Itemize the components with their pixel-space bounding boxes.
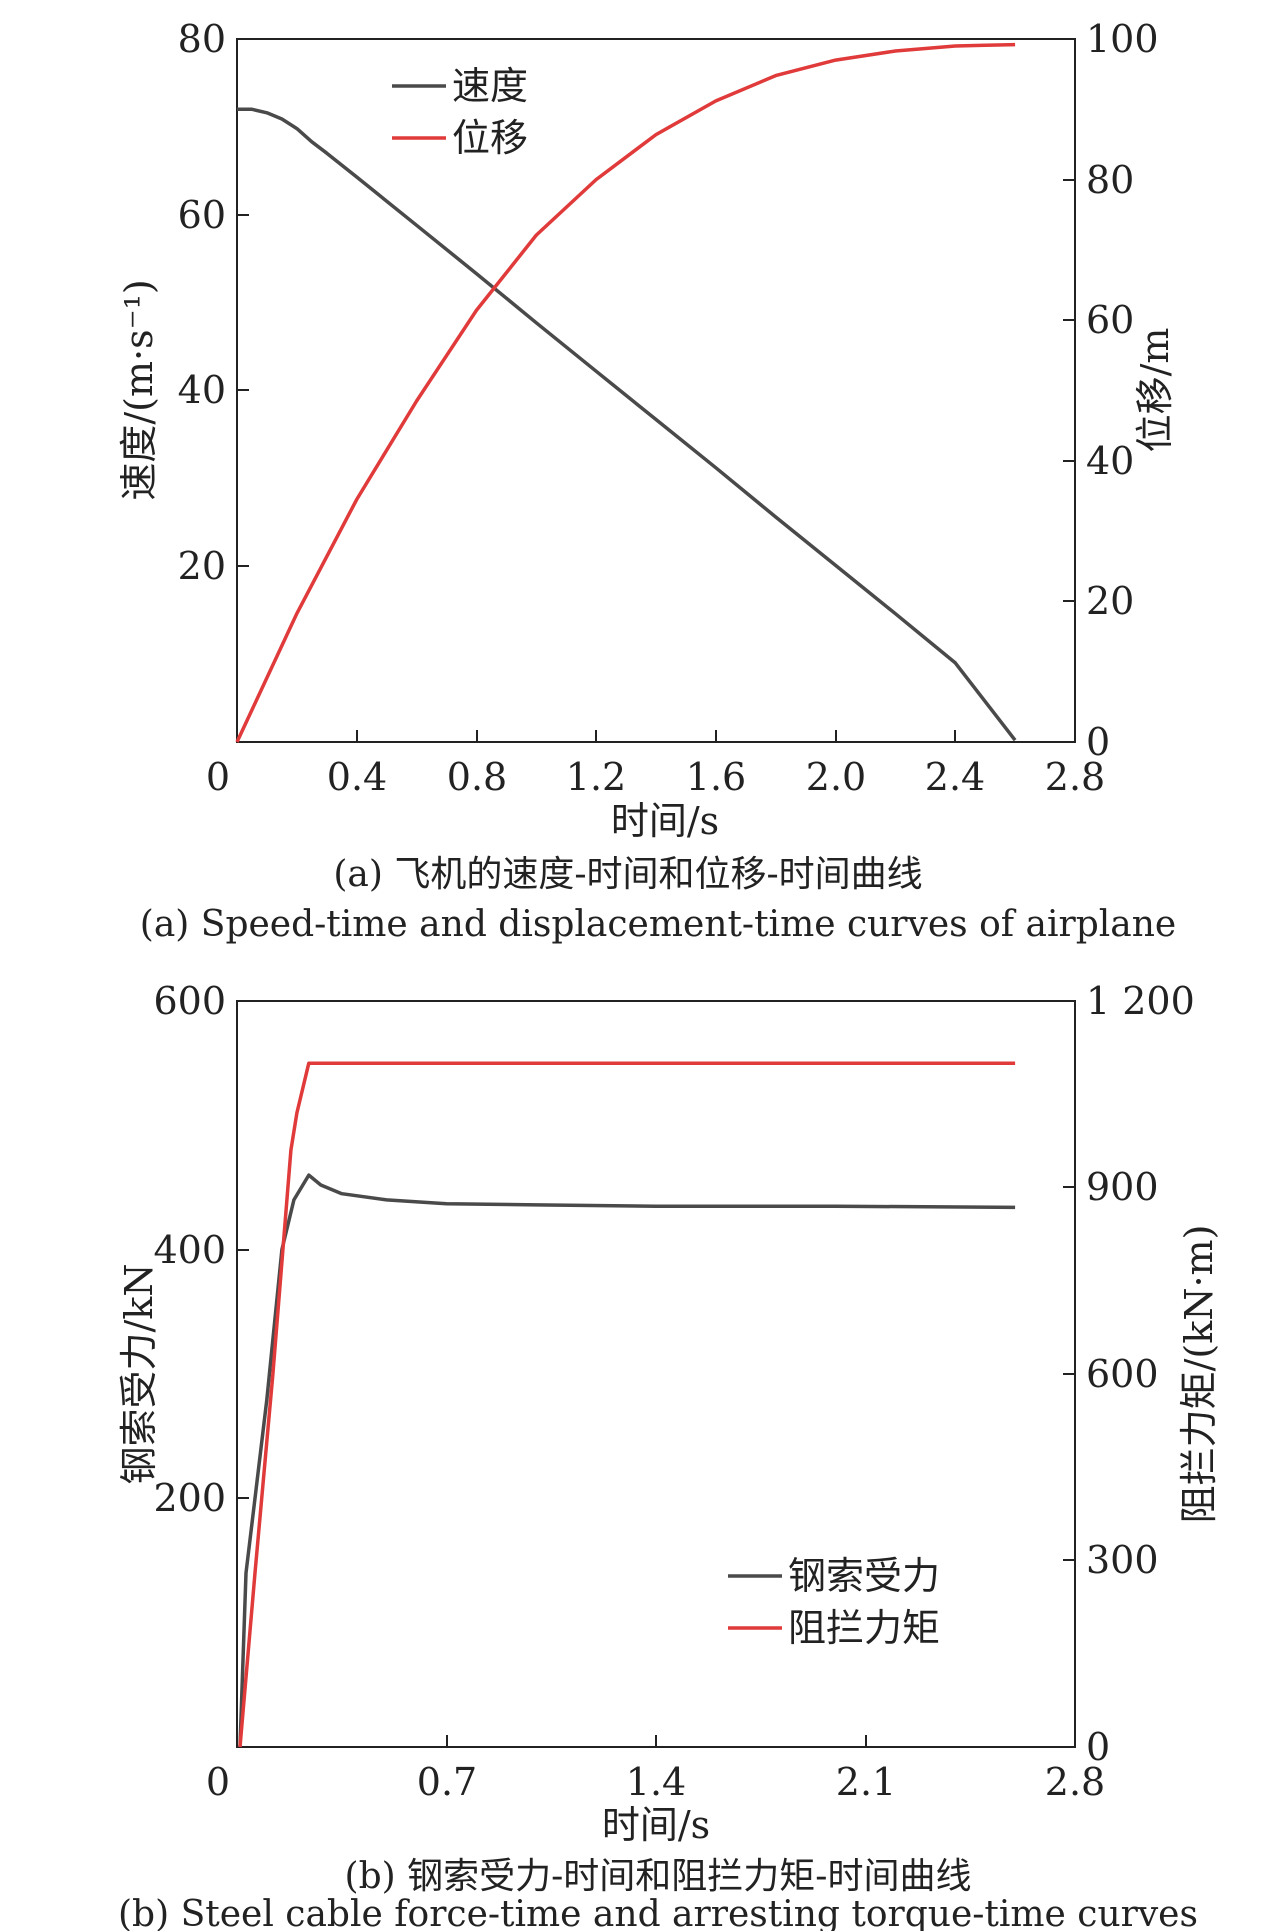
chart-b-ylabel-left: 钢索受力/kN [117,1263,161,1484]
chart-a-xtick-6: 2.4 [925,755,985,799]
chart-b-xtick-3: 2.1 [836,1760,896,1804]
chart-b-xtick-labels: 0 0.7 1.4 2.1 2.8 [206,1760,1105,1804]
chart-a-frame [236,38,1076,743]
chart-a-yleft-tick-labels: 20 40 60 80 [178,17,226,588]
chart-b-yright-tick-900: 900 [1086,1165,1159,1209]
chart-b-ylabel-right: 阻拦力矩/(kN·m) [1177,1225,1221,1524]
chart-b-yleft-tick-400: 400 [153,1228,226,1272]
chart-a-series [235,42,1017,743]
chart-a-legend-label-displacement: 位移 [452,116,528,160]
chart-a-ylabel-left: 速度/(m·s⁻¹) [117,279,161,500]
chart-a-yleft-tick-40: 40 [178,368,226,412]
chart-a-xtick-7: 2.8 [1045,755,1105,799]
chart-a-yleft-tick-20: 20 [178,544,226,588]
chart-b-yright-tick-labels: 0 300 600 900 1 200 [1086,979,1195,1769]
chart-b-frame [236,1000,1076,1748]
chart-a-legend-label-speed: 速度 [452,64,528,108]
chart-a-caption-en: (a) Speed-time and displacement-time cur… [140,904,1176,945]
chart-b-xtick-1: 0.7 [417,1760,477,1804]
chart-b-yright-tick-300: 300 [1086,1538,1159,1582]
chart-a-yright-tick-100: 100 [1086,17,1159,61]
chart-b: 0 0.7 1.4 2.1 2.8 200 400 600 0 300 600 … [117,979,1221,1931]
chart-b-xtick-0: 0 [206,1760,230,1804]
chart-b-line-arresting-torque [238,1061,1016,1748]
chart-a-yright-tick-80: 80 [1086,158,1134,202]
chart-a-yright-tick-40: 40 [1086,439,1134,483]
chart-b-legend: 钢索受力 阻拦力矩 [728,1554,940,1650]
chart-a-xtick-5: 2.0 [806,755,866,799]
chart-a-yright-tick-20: 20 [1086,579,1134,623]
chart-a-caption-cn: (a) 飞机的速度-时间和位移-时间曲线 [333,854,922,895]
chart-b-yright-tick-1200: 1 200 [1086,979,1195,1023]
chart-a-xtick-0: 0 [206,755,230,799]
chart-b-yleft-tick-200: 200 [153,1476,226,1520]
chart-a: 0 0.4 0.8 1.2 1.6 2.0 2.4 2.8 20 40 60 8… [117,17,1177,945]
chart-a-ticks [237,179,1075,742]
chart-a-line-speed [237,107,1017,742]
chart-a-xtick-1: 0.4 [327,755,387,799]
chart-b-yleft-tick-labels: 200 400 600 [153,979,226,1520]
chart-b-yright-tick-600: 600 [1086,1352,1159,1396]
chart-b-legend-label-arresting-torque: 阻拦力矩 [788,1606,940,1650]
chart-b-xtick-2: 1.4 [626,1760,686,1804]
chart-a-xtick-2: 0.8 [447,755,507,799]
chart-a-yright-tick-60: 60 [1086,298,1134,342]
chart-a-xtick-4: 1.6 [686,755,746,799]
chart-a-yright-tick-labels: 0 20 40 60 80 100 [1086,17,1159,764]
chart-a-xlabel: 时间/s [611,799,719,843]
chart-a-yright-tick-0: 0 [1086,720,1110,764]
chart-b-xtick-4: 2.8 [1045,1760,1105,1804]
chart-a-xtick-labels: 0 0.4 0.8 1.2 1.6 2.0 2.4 2.8 [206,755,1105,799]
chart-a-legend: 速度 位移 [392,64,528,160]
chart-b-yleft-tick-600: 600 [153,979,226,1023]
chart-a-line-displacement [235,42,1016,743]
chart-b-ticks [237,1186,1075,1747]
chart-a-ylabel-right: 位移/m [1133,328,1177,453]
chart-b-series [238,1061,1016,1748]
chart-a-yleft-tick-80: 80 [178,17,226,61]
chart-b-xlabel: 时间/s [602,1803,710,1847]
chart-b-caption-en: (b) Steel cable force-time and arresting… [118,1894,1198,1931]
chart-b-legend-label-cable-force: 钢索受力 [788,1554,940,1598]
chart-a-yleft-tick-60: 60 [178,193,226,237]
chart-b-line-cable-force [238,1173,1016,1748]
chart-b-yright-tick-0: 0 [1086,1725,1110,1769]
chart-a-xtick-3: 1.2 [566,755,626,799]
chart-b-caption-cn: (b) 钢索受力-时间和阻拦力矩-时间曲线 [345,1856,972,1897]
